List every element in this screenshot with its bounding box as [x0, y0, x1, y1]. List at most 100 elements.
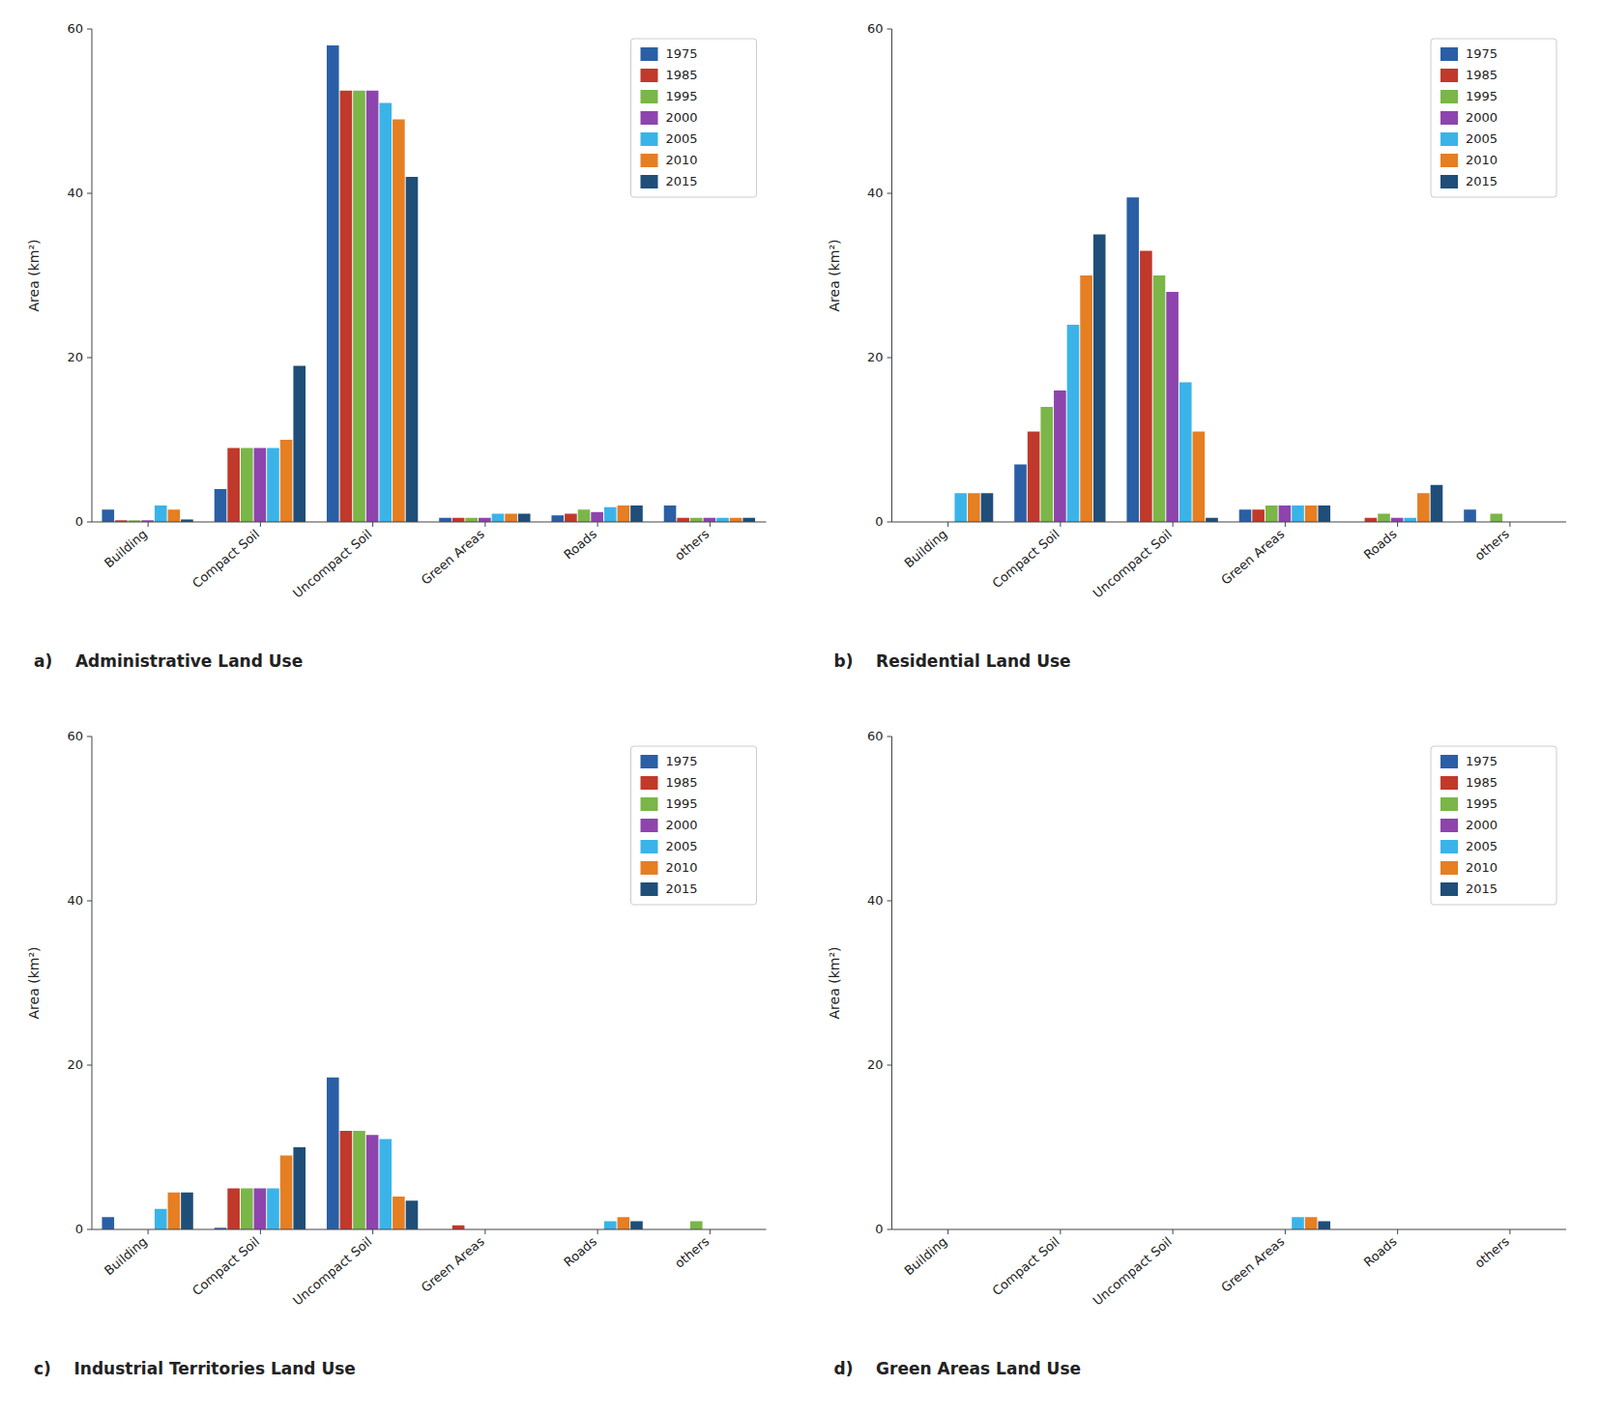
x-tick-label: Compact Soil [989, 1234, 1062, 1300]
bar [1391, 518, 1404, 523]
bar [438, 518, 452, 523]
legend-label: 1985 [666, 67, 699, 83]
legend-swatch [1440, 755, 1458, 769]
bar [154, 505, 168, 523]
bar [967, 493, 981, 523]
legend-swatch [1440, 111, 1458, 125]
y-axis-line [91, 29, 93, 523]
bar [1192, 432, 1206, 524]
series [240, 1131, 703, 1230]
series [180, 176, 756, 523]
x-tick-label: Compact Soil [989, 526, 1062, 592]
legend-swatch [1440, 840, 1458, 854]
x-axis-line [892, 522, 1568, 524]
y-axis-label: Area (km²) [26, 239, 42, 313]
bar [266, 448, 280, 524]
y-tick [87, 901, 92, 902]
legend-label: 2000 [666, 817, 699, 833]
bar [101, 509, 115, 523]
legend-swatch [640, 47, 659, 61]
x-tick [147, 1229, 149, 1235]
x-tick [709, 522, 711, 527]
bar [1027, 432, 1041, 524]
y-tick-label: 0 [874, 514, 883, 529]
x-tick [597, 522, 599, 527]
y-tick [887, 1065, 893, 1067]
legend-label: 2010 [1465, 152, 1498, 168]
series [1053, 291, 1403, 523]
legend-label: 1995 [666, 88, 699, 104]
legend: 1975198519952000200520102015 [1430, 38, 1557, 198]
legend-swatch [640, 797, 659, 812]
bar [1079, 275, 1093, 523]
bar [280, 439, 293, 523]
plot-area [892, 736, 1568, 1230]
panel: 0204060BuildingCompact SoilUncompact Soi… [26, 728, 767, 1380]
y-axis-line [891, 29, 893, 523]
bar [254, 1189, 267, 1231]
panel-title: b) Residential Land Use [834, 651, 1072, 671]
x-tick [484, 1229, 486, 1235]
y-tick [87, 193, 92, 195]
x-tick [1396, 522, 1398, 527]
series [168, 1156, 631, 1231]
legend-swatch [1440, 89, 1458, 104]
legend-swatch [640, 776, 659, 790]
bar [406, 176, 419, 523]
legend: 1975198519952000200520102015 [631, 38, 757, 198]
bar [406, 1200, 419, 1230]
bar [352, 1131, 366, 1230]
y-tick [887, 522, 893, 524]
panel: 0204060BuildingCompact SoilUncompact Soi… [26, 21, 767, 672]
legend-label: 2010 [1465, 860, 1498, 875]
legend-label: 2010 [666, 152, 699, 168]
x-tick-label: others [1471, 526, 1513, 564]
legend-swatch [640, 111, 659, 125]
x-tick-label: Roads [560, 1234, 600, 1271]
legend-label: 1985 [1465, 67, 1498, 83]
x-tick [1172, 522, 1174, 527]
plot-area [91, 736, 767, 1230]
y-tick-label: 40 [867, 893, 884, 908]
x-tick-label: Uncompact Soil [290, 526, 375, 602]
y-axis-label: Area (km²) [826, 239, 843, 313]
y-tick [887, 357, 893, 359]
y-axis-label: Area (km²) [26, 947, 42, 1020]
x-tick-label: Compact Soil [189, 526, 262, 592]
x-tick [597, 1229, 599, 1235]
x-tick-label: others [671, 526, 713, 564]
bar [340, 1131, 353, 1230]
bar [617, 1217, 631, 1230]
bar [1305, 505, 1318, 523]
legend-swatch [640, 68, 659, 83]
legend-label: 2015 [1465, 881, 1498, 897]
bar [352, 90, 366, 523]
legend-swatch [1440, 153, 1458, 168]
x-tick-label: Uncompact Soil [290, 1234, 375, 1310]
x-tick [372, 1229, 374, 1235]
legend-swatch [1440, 818, 1458, 833]
x-axis-line [892, 1229, 1568, 1231]
bar [1014, 465, 1027, 524]
panel: 0204060BuildingCompact SoilUncompact Soi… [826, 21, 1568, 672]
series [128, 90, 703, 523]
bar [1153, 275, 1166, 523]
bar [1417, 493, 1430, 523]
series [168, 119, 743, 524]
panel: 0204060BuildingCompact SoilUncompact Soi… [826, 728, 1568, 1380]
y-tick-label: 20 [66, 349, 84, 365]
bar [1053, 390, 1067, 523]
x-tick [1396, 1229, 1398, 1235]
bars [1291, 1217, 1331, 1230]
x-tick [1172, 1229, 1174, 1235]
bar [227, 1189, 240, 1231]
legend-label: 1975 [666, 46, 699, 61]
panel-title: a) Administrative Land Use [33, 651, 303, 671]
bar [1403, 518, 1417, 523]
bar [604, 507, 617, 523]
x-tick [1509, 1229, 1511, 1235]
x-tick [484, 522, 486, 527]
y-tick [887, 901, 893, 902]
bar [340, 90, 353, 523]
series [1040, 275, 1503, 523]
